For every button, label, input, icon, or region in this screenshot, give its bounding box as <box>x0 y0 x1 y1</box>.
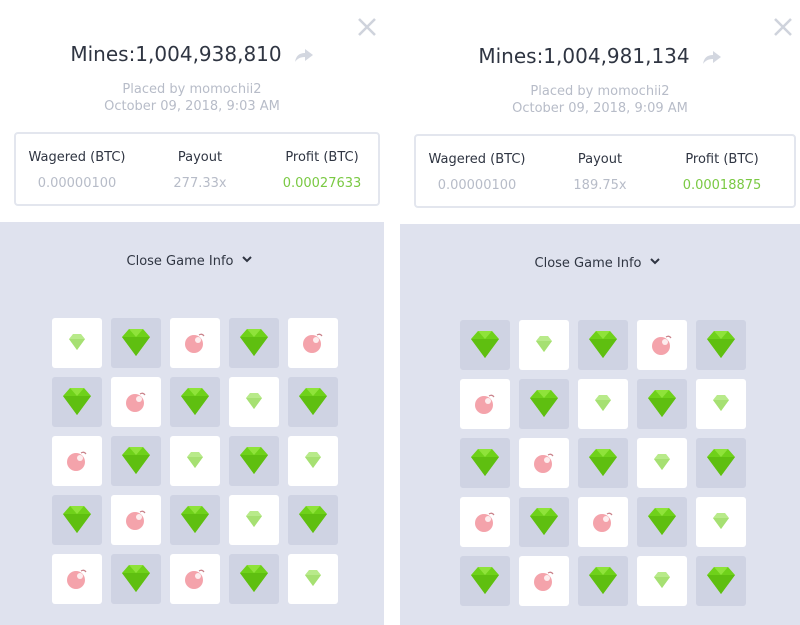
gem-tile <box>111 318 161 368</box>
gem-tile <box>578 438 628 488</box>
chevron <box>233 254 257 269</box>
gem-tile <box>637 497 687 547</box>
toggle-text: Close Game Info <box>534 256 642 271</box>
stat-header: Wagered (BTC) <box>28 150 126 165</box>
info-section: Mines:1,004,938,810 Placed by momochii2 Oc… <box>0 0 384 222</box>
date: October 09, 2018, 9:09 AM <box>512 101 688 116</box>
gem-tile <box>578 556 628 606</box>
share-button[interactable] <box>294 44 314 68</box>
mine-tile <box>288 318 338 368</box>
mine-tile <box>519 556 569 606</box>
gem-tile <box>696 556 746 606</box>
title-text: Mines:1,004,938,810 <box>70 42 282 66</box>
gem-tile <box>637 556 687 606</box>
gem-tile <box>52 318 102 368</box>
mine-tile <box>111 495 161 545</box>
gem-tile <box>170 377 220 427</box>
gem-tile <box>288 377 338 427</box>
gem-tile <box>696 438 746 488</box>
chevron <box>641 256 665 271</box>
mine-tile <box>637 320 687 370</box>
game-title: Mines:1,004,981,134 <box>400 44 800 70</box>
mine-tile <box>170 318 220 368</box>
stat-header: Payout <box>577 152 623 167</box>
gem-tile <box>637 438 687 488</box>
mine-tile <box>460 379 510 429</box>
gem-tile <box>52 495 102 545</box>
gem-tile <box>288 436 338 486</box>
mine-tile <box>111 377 161 427</box>
gem-tile <box>696 379 746 429</box>
mine-tile <box>170 554 220 604</box>
stat-value: 0.00000100 <box>37 176 117 191</box>
stat-value: 0.00018875 <box>682 178 762 193</box>
stat-value: 189.75x <box>573 178 627 193</box>
gem-tile <box>696 497 746 547</box>
close-button[interactable] <box>356 16 378 42</box>
board-section: Close Game Info <box>400 224 800 625</box>
toggle-text: Close Game Info <box>126 254 234 269</box>
info-section: Mines:1,004,981,134 Placed by momochii2 Oc… <box>400 0 800 224</box>
stat-header: Profit (BTC) <box>285 150 359 165</box>
gem-tile <box>519 320 569 370</box>
game-panel: Mines:1,004,938,810 Placed by momochii2 Oc… <box>0 0 384 625</box>
placed-by: Placed by momochii2 <box>530 84 670 99</box>
gem-tile <box>578 320 628 370</box>
gem-tile <box>460 438 510 488</box>
gem-tile <box>229 554 279 604</box>
gem-tile <box>288 495 338 545</box>
stat-value: 277.33x <box>173 176 227 191</box>
gem-tile <box>52 377 102 427</box>
gem-tile <box>460 320 510 370</box>
placed-by: Placed by momochii2 <box>122 82 262 97</box>
mines-grid <box>52 318 338 604</box>
stat-header: Profit (BTC) <box>685 152 759 167</box>
gem-tile <box>229 318 279 368</box>
close-game-info[interactable]: Close Game Info <box>400 256 800 271</box>
gem-tile <box>229 436 279 486</box>
gem-tile <box>696 320 746 370</box>
gem-tile <box>578 379 628 429</box>
date: October 09, 2018, 9:03 AM <box>104 99 280 114</box>
gem-tile <box>229 495 279 545</box>
board-section: Close Game Info <box>0 222 384 625</box>
gem-tile <box>111 436 161 486</box>
stats-box: Wagered (BTC) 0.00000100 Payout 189.75x Prof… <box>414 134 796 208</box>
mine-tile <box>52 436 102 486</box>
mine-tile <box>52 554 102 604</box>
gem-tile <box>288 554 338 604</box>
gem-tile <box>637 379 687 429</box>
stat-value: 0.00027633 <box>282 176 362 191</box>
mines-grid <box>460 320 746 606</box>
stat-header: Wagered (BTC) <box>428 152 526 167</box>
stat-value: 0.00000100 <box>437 178 517 193</box>
title-text: Mines:1,004,981,134 <box>478 44 690 68</box>
gem-tile <box>229 377 279 427</box>
close-game-info[interactable]: Close Game Info <box>0 254 384 269</box>
stat-header: Payout <box>177 150 223 165</box>
game-panel: Mines:1,004,981,134 Placed by momochii2 Oc… <box>400 0 800 625</box>
gem-tile <box>170 436 220 486</box>
mine-tile <box>578 497 628 547</box>
gem-tile <box>111 554 161 604</box>
gem-tile <box>170 495 220 545</box>
game-title: Mines:1,004,938,810 <box>0 42 384 68</box>
gem-tile <box>519 379 569 429</box>
close-button[interactable] <box>772 16 794 42</box>
gem-tile <box>519 497 569 547</box>
mine-tile <box>460 497 510 547</box>
mine-tile <box>519 438 569 488</box>
gem-tile <box>460 556 510 606</box>
stats-box: Wagered (BTC) 0.00000100 Payout 277.33x Prof… <box>14 132 380 206</box>
share-button[interactable] <box>702 46 722 70</box>
